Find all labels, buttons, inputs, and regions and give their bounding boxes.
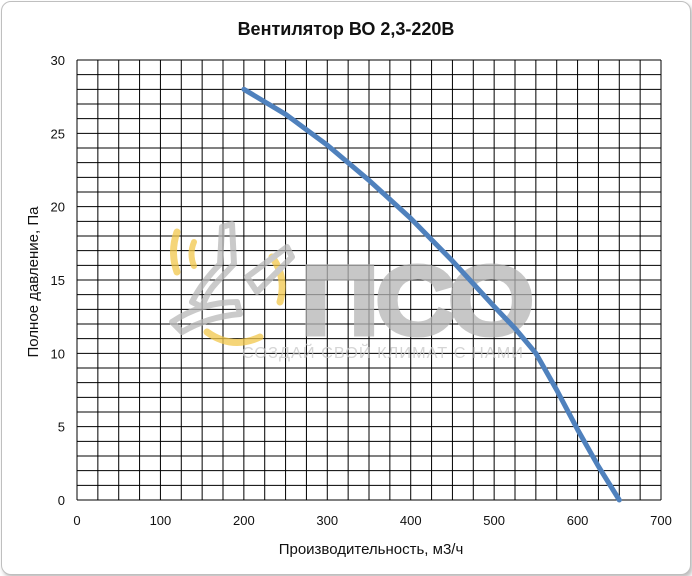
x-tick-label: 300 <box>316 513 338 528</box>
x-axis-tick-labels: 0 100 200 300 400 500 600 700 <box>73 513 671 528</box>
y-tick-label: 0 <box>58 493 65 508</box>
pressure-curve <box>241 86 622 503</box>
watermark-slogan: СОЗДАЙ СВОЙ КЛИМАТ С НАМИ <box>242 343 524 362</box>
y-tick-label: 30 <box>51 53 65 68</box>
x-tick-label: 500 <box>483 513 505 528</box>
x-tick-label: 600 <box>567 513 589 528</box>
y-tick-label: 25 <box>51 126 65 141</box>
y-tick-label: 10 <box>51 346 65 361</box>
x-tick-label: 400 <box>400 513 422 528</box>
x-axis-title: Производительность, м3/ч <box>279 541 464 558</box>
x-tick-label: 0 <box>73 513 80 528</box>
x-tick-label: 200 <box>233 513 255 528</box>
watermark-logo: ПСО <box>302 250 532 352</box>
y-tick-label: 20 <box>51 200 65 215</box>
chart-title: Вентилятор ВО 2,3-220В <box>238 19 455 39</box>
y-tick-label: 5 <box>58 420 65 435</box>
watermark-fan-icon <box>169 221 295 346</box>
watermark: ПСО СОЗДАЙ СВОЙ КЛИМАТ С НАМИ <box>169 221 537 362</box>
x-tick-label: 700 <box>650 513 672 528</box>
y-axis-title: Полное давление, Па <box>25 206 42 358</box>
x-tick-label: 100 <box>150 513 172 528</box>
grid-lines <box>76 59 662 501</box>
y-tick-label: 15 <box>51 273 65 288</box>
y-axis-tick-labels: 0 5 10 15 20 25 30 <box>51 53 65 508</box>
